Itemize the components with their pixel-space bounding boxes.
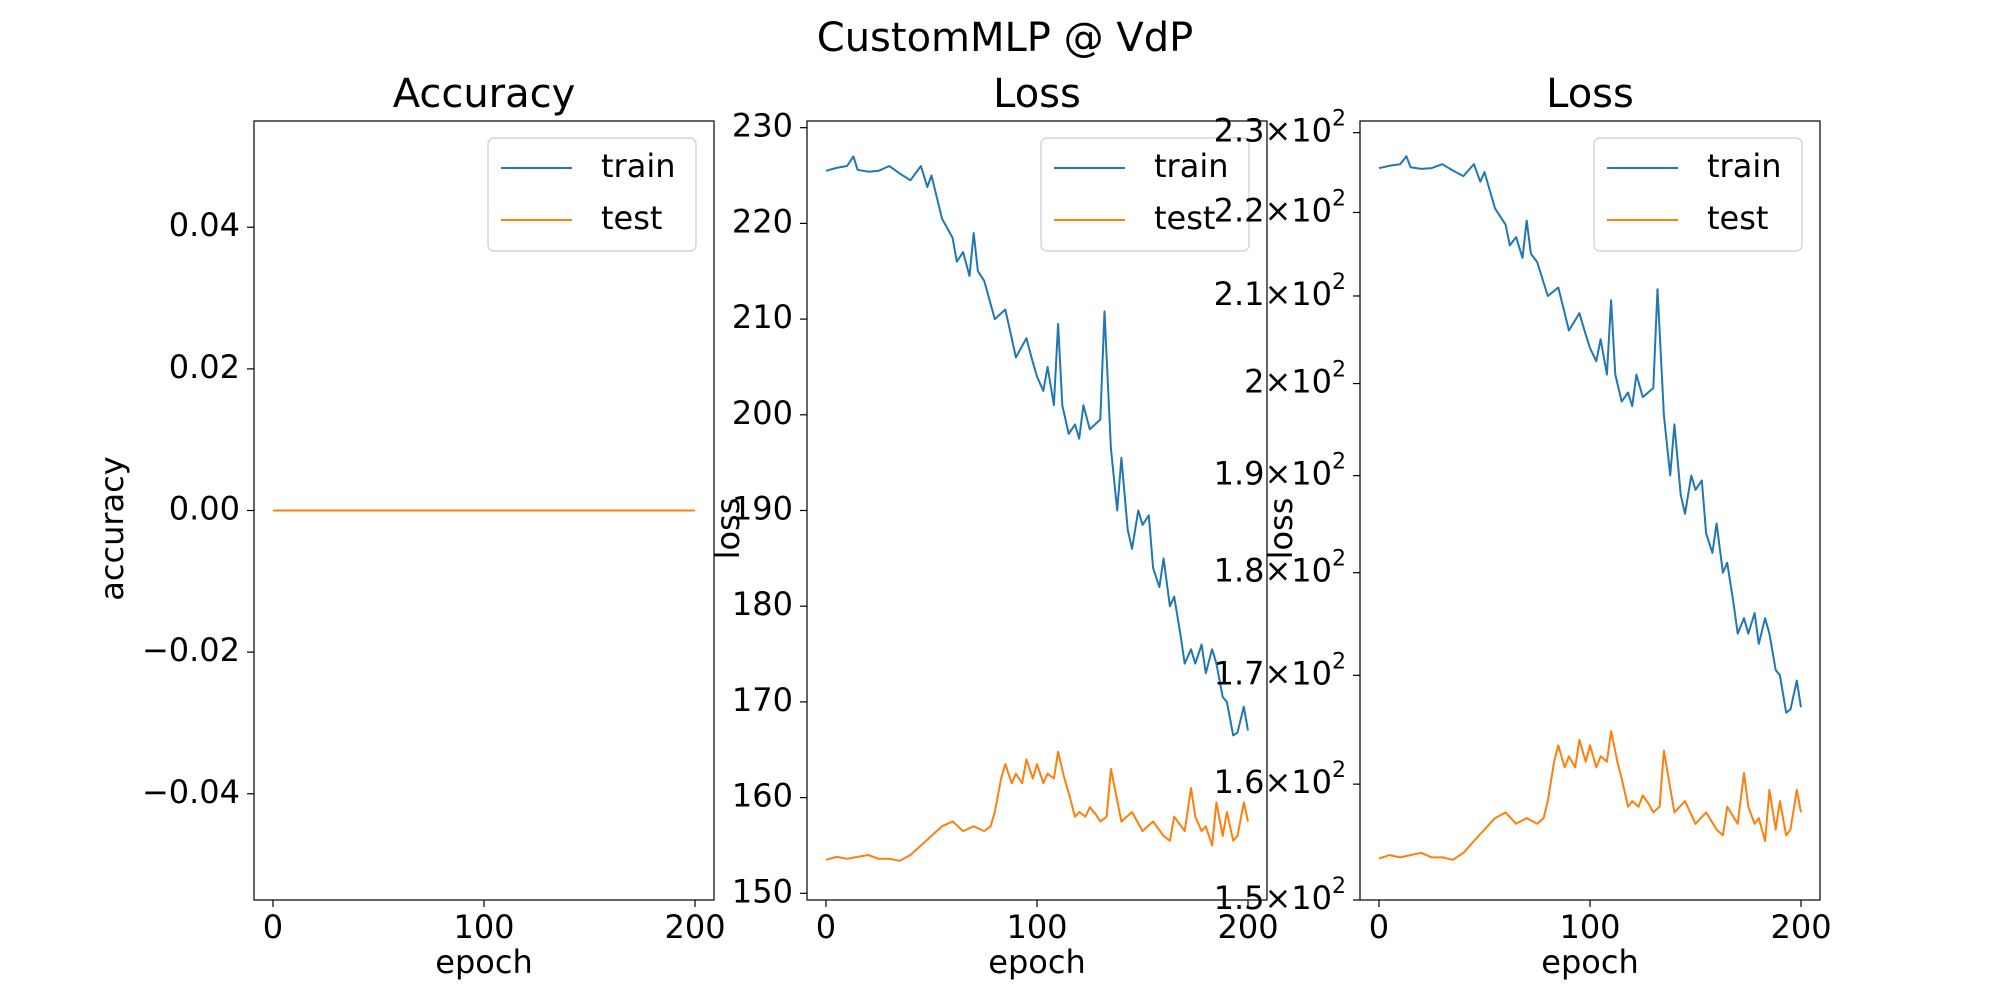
legend-label-test: test xyxy=(1707,199,1768,237)
series-line-test xyxy=(825,750,1249,862)
subplot-1: 0 100 200 −0.04 −0.02 0.00 0.02 0.04 Accuracy epo… xyxy=(93,71,726,981)
y-tick-label: 220 xyxy=(732,202,793,240)
series-line-train xyxy=(1378,155,1802,714)
y-axis-label: loss xyxy=(709,498,747,560)
y-tick-label: 170 xyxy=(732,681,793,719)
legend-box xyxy=(1593,137,1803,252)
y-tick-label: 2.2×102 xyxy=(1214,186,1346,229)
y-tick-label: 210 xyxy=(732,298,793,336)
y-tick-label: 160 xyxy=(732,777,793,815)
x-tick-label: 100 xyxy=(1006,908,1067,946)
legend-label-train: train xyxy=(601,147,675,185)
y-tick-label: 1.9×102 xyxy=(1214,450,1346,493)
y-tick-label: 0.04 xyxy=(169,206,240,244)
subplot-3: 0 100 2001.5×1021.6×1021.7×1021.8×1021.9×1… xyxy=(1214,71,1832,981)
legend-label-train: train xyxy=(1707,147,1781,185)
y-tick-label: 1.5×102 xyxy=(1214,874,1346,917)
subplot-2: 0 100 200 150 160 170 180 190 200 210 220 230 Loss ep… xyxy=(709,71,1279,981)
legend-label-train: train xyxy=(1154,147,1228,185)
y-tick-label: 2.3×102 xyxy=(1214,107,1346,150)
series-line-train xyxy=(825,155,1249,737)
y-tick-label: 1.6×102 xyxy=(1214,758,1346,801)
subplot-title: Loss xyxy=(993,71,1081,117)
subplots: 0 100 200 −0.04 −0.02 0.00 0.02 0.04 Accuracy epo… xyxy=(93,71,1832,981)
legend: train test xyxy=(487,137,697,252)
x-tick-label: 0 xyxy=(816,908,836,946)
y-tick-label: 190 xyxy=(732,490,793,528)
legend-label-test: test xyxy=(1154,199,1215,237)
y-tick-label: −0.04 xyxy=(142,773,240,811)
legend-label-test: test xyxy=(601,199,662,237)
y-tick-label: 230 xyxy=(732,107,793,145)
y-axis-label: accuracy xyxy=(93,456,131,600)
series-line-test xyxy=(1378,730,1802,861)
y-tick-label: 0.00 xyxy=(169,490,240,528)
y-tick-label: −0.02 xyxy=(142,631,240,669)
y-tick-label: 2.1×102 xyxy=(1214,270,1346,313)
legend-box xyxy=(487,137,697,252)
x-axis-label: epoch xyxy=(988,943,1085,981)
x-tick-label: 200 xyxy=(1770,908,1831,946)
y-tick-label: 1.7×102 xyxy=(1214,649,1346,692)
legend: train test xyxy=(1593,137,1803,252)
x-tick-label: 0 xyxy=(1369,908,1389,946)
subplot-title: Loss xyxy=(1546,71,1634,117)
figure-title: CustomMLP @ VdP xyxy=(817,15,1193,61)
subplot-title: Accuracy xyxy=(393,71,576,117)
x-tick-label: 200 xyxy=(664,908,725,946)
y-tick-label: 1.8×102 xyxy=(1214,547,1346,590)
x-tick-label: 100 xyxy=(453,908,514,946)
y-tick-label: 150 xyxy=(732,872,793,910)
x-axis-label: epoch xyxy=(1541,943,1638,981)
x-tick-label: 100 xyxy=(1559,908,1620,946)
y-tick-label: 2×102 xyxy=(1244,358,1346,401)
x-axis-label: epoch xyxy=(435,943,532,981)
y-tick-label: 0.02 xyxy=(169,348,240,386)
legend: train test xyxy=(1040,137,1250,252)
y-tick-label: 200 xyxy=(732,394,793,432)
x-tick-label: 200 xyxy=(1217,908,1278,946)
legend-box xyxy=(1040,137,1250,252)
y-tick-label: 180 xyxy=(732,585,793,623)
y-axis-label: loss xyxy=(1262,498,1300,560)
x-tick-label: 0 xyxy=(263,908,283,946)
